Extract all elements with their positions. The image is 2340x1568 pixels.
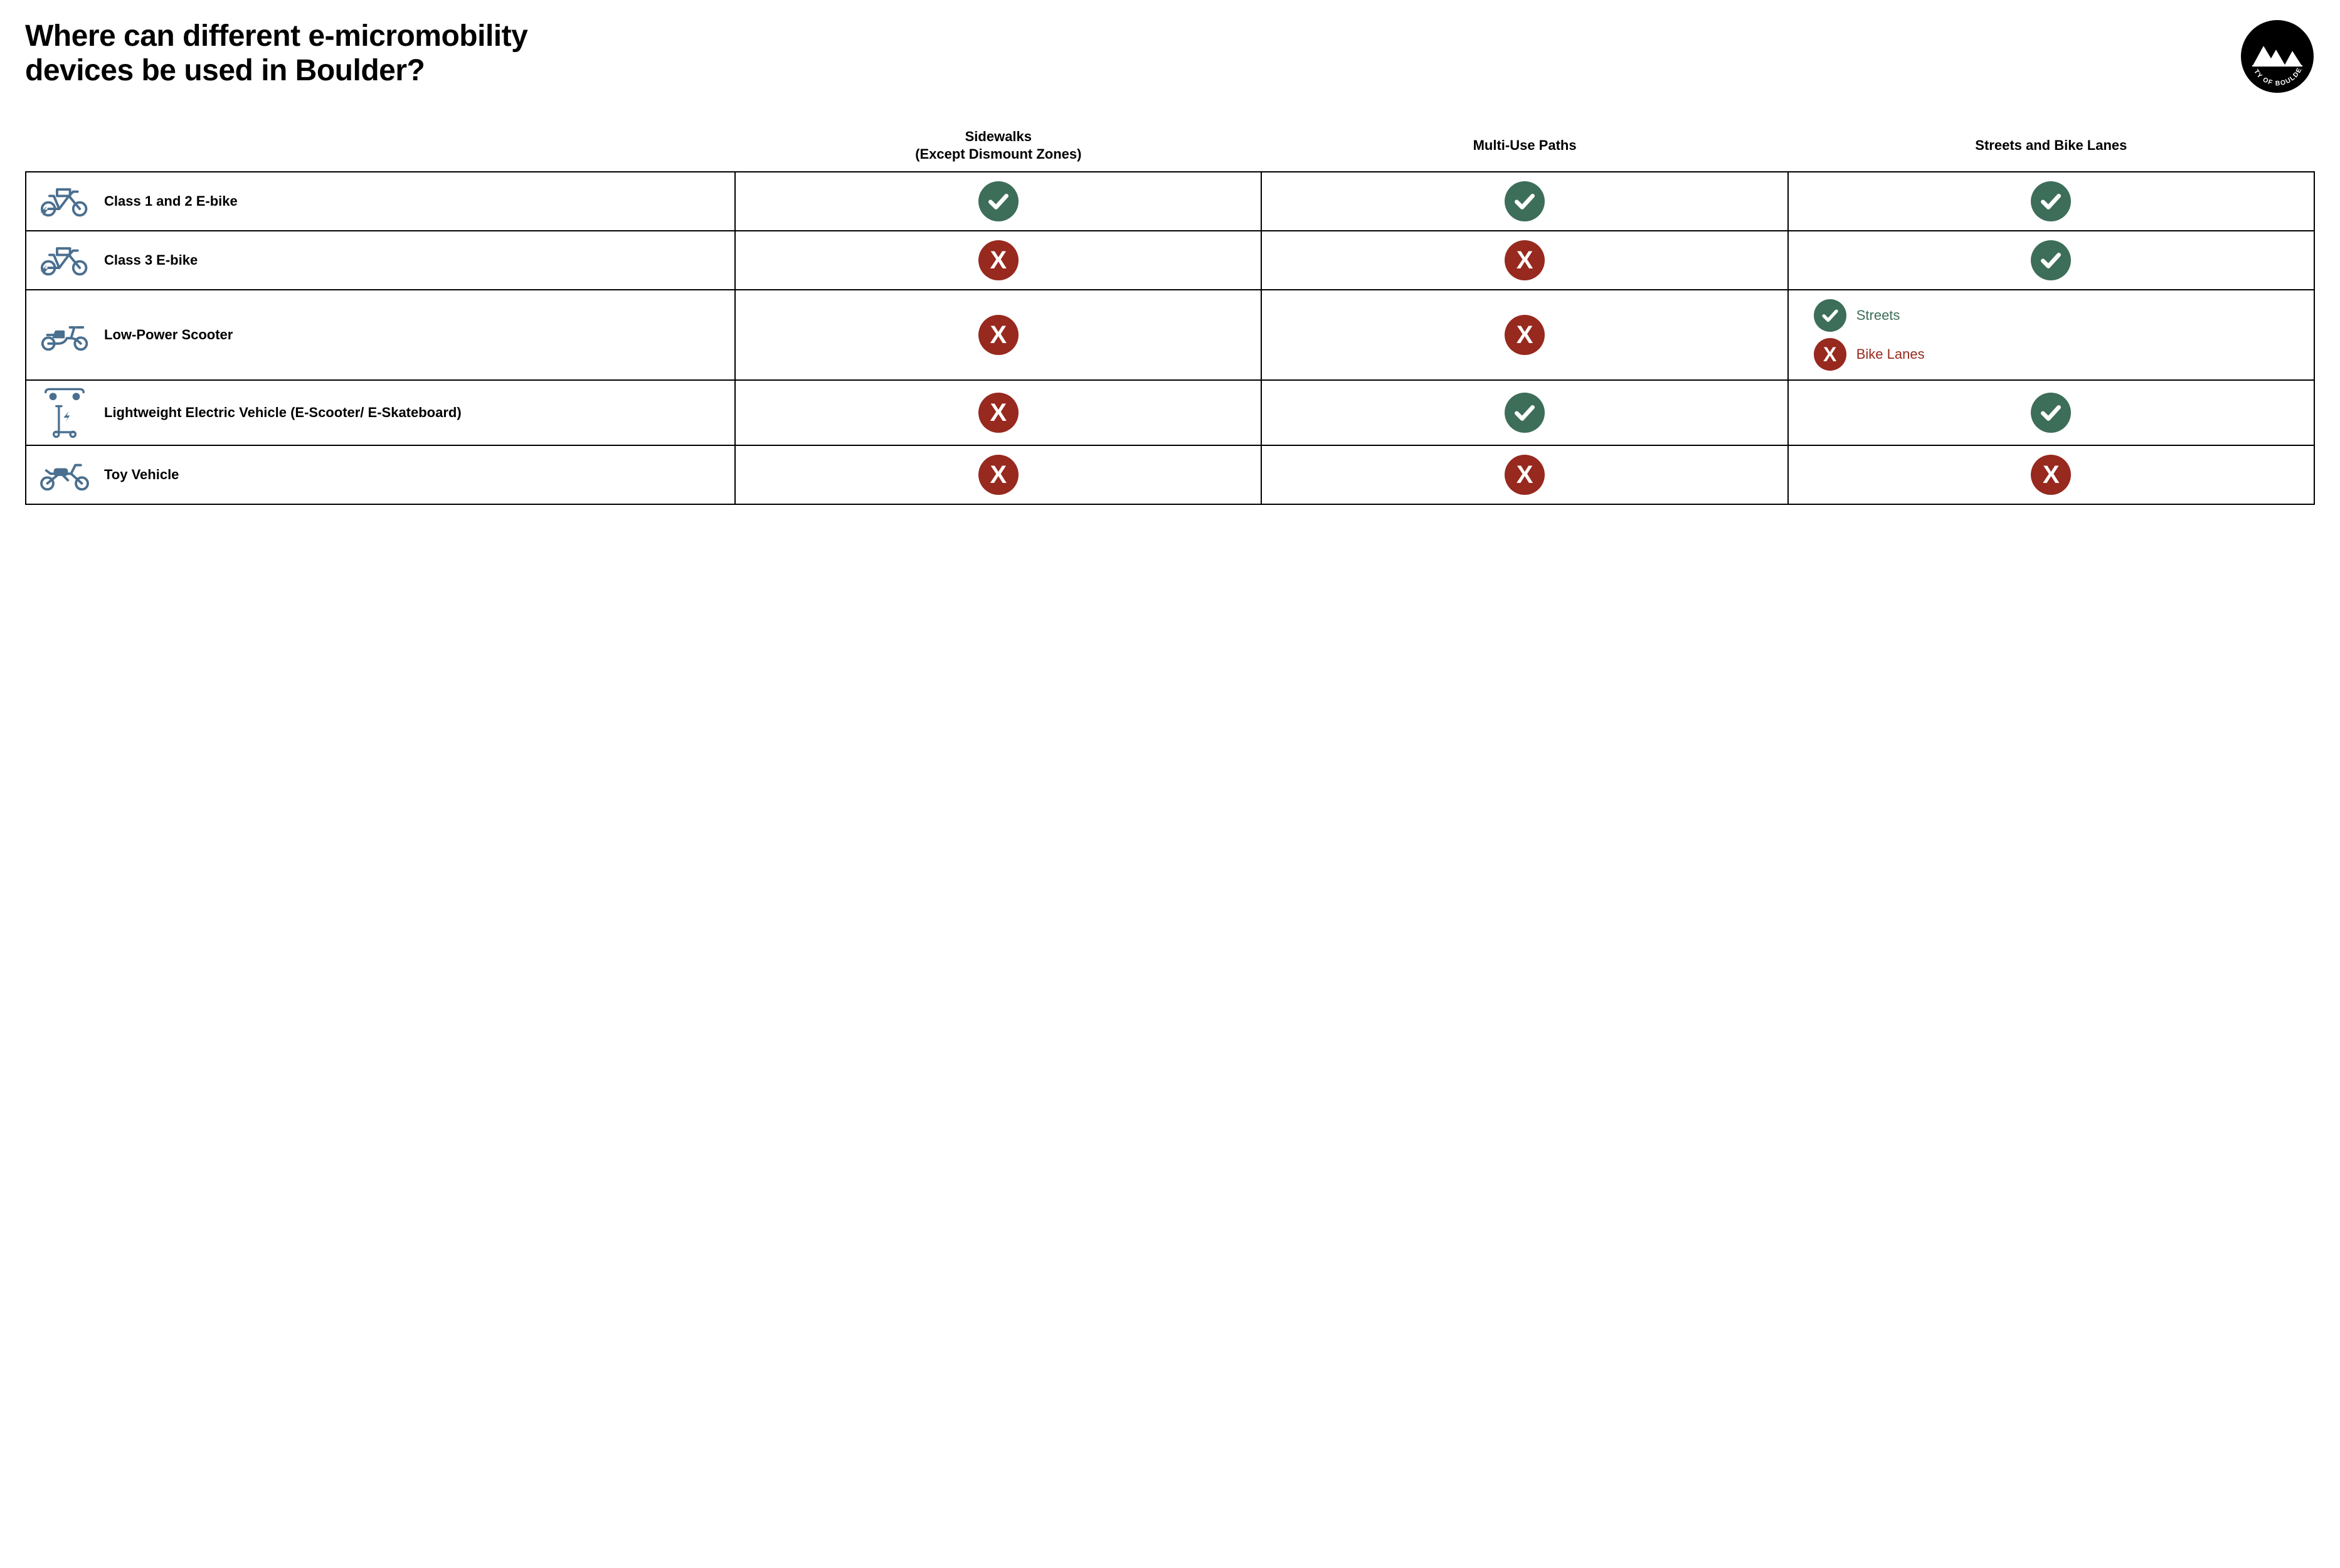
table-header: Sidewalks(Except Dismount Zones)Multi-Us… [26,119,2314,172]
table-row: Class 1 and 2 E-bike [26,172,2314,231]
check-icon [2031,181,2071,221]
row-label: Low-Power Scooter [104,326,233,344]
status-cell [1788,380,2314,445]
permissions-table: Sidewalks(Except Dismount Zones)Multi-Us… [25,119,2315,505]
split-row: X Bike Lanes [1814,338,1925,371]
ebike-icon [36,185,93,218]
row-label: Class 1 and 2 E-bike [104,193,238,210]
x-icon: X [978,455,1019,495]
column-header: Streets and Bike Lanes [1788,119,2314,172]
moped-icon [36,319,93,351]
page-title: Where can different e-micromobility devi… [25,19,590,88]
check-icon [2031,240,2071,280]
table-row: Class 3 E-bike X X [26,231,2314,290]
table-row: Lightweight Electric Vehicle (E-Scooter/… [26,380,2314,445]
x-icon: X [1505,315,1545,355]
header-blank [26,119,735,172]
status-cell [1261,380,1787,445]
status-cell: X [1788,445,2314,504]
x-icon: X [1505,240,1545,280]
check-icon [1505,393,1545,433]
row-label: Class 3 E-bike [104,252,198,269]
column-header: Sidewalks(Except Dismount Zones) [735,119,1261,172]
status-cell [735,172,1261,231]
check-icon [1505,181,1545,221]
check-icon [2031,393,2071,433]
x-icon: X [978,315,1019,355]
status-cell: X [735,380,1261,445]
x-icon: X [978,240,1019,280]
status-cell [1261,172,1787,231]
row-label-cell: Low-Power Scooter [26,290,735,380]
header: Where can different e-micromobility devi… [25,19,2315,94]
city-logo: CITY OF BOULDER [2240,19,2315,94]
status-cell: X [735,231,1261,290]
split-label: Streets [1856,307,1900,324]
status-cell: X [1261,290,1787,380]
status-cell: X [1261,231,1787,290]
status-cell: X [735,290,1261,380]
dirtbike-icon [36,458,93,491]
split-status: Streets X Bike Lanes [1795,299,2307,371]
column-header: Multi-Use Paths [1261,119,1787,172]
row-label-cell: Lightweight Electric Vehicle (E-Scooter/… [26,380,735,445]
status-cell [1788,172,2314,231]
table-body: Class 1 and 2 E-bikeClass 3 E-bikeXXLow-… [26,172,2314,504]
row-label-cell: Toy Vehicle [26,445,735,504]
status-cell [1788,231,2314,290]
row-label: Lightweight Electric Vehicle (E-Scooter/… [104,404,462,421]
status-cell: X [1261,445,1787,504]
check-icon [978,181,1019,221]
row-label: Toy Vehicle [104,466,179,484]
status-cell: Streets X Bike Lanes [1788,290,2314,380]
split-label: Bike Lanes [1856,346,1925,363]
x-icon: X [1505,455,1545,495]
escooter_skateboard-icon [36,387,93,438]
split-row: Streets [1814,299,1900,332]
table-row: Low-Power Scooter X X Streets X Bike Lanes [26,290,2314,380]
row-label-cell: Class 3 E-bike [26,231,735,290]
table-row: Toy Vehicle X X X [26,445,2314,504]
x-icon: X [2031,455,2071,495]
ebike-icon [36,244,93,277]
row-label-cell: Class 1 and 2 E-bike [26,172,735,231]
status-cell: X [735,445,1261,504]
x-icon: X [1814,338,1846,371]
x-icon: X [978,393,1019,433]
check-icon [1814,299,1846,332]
